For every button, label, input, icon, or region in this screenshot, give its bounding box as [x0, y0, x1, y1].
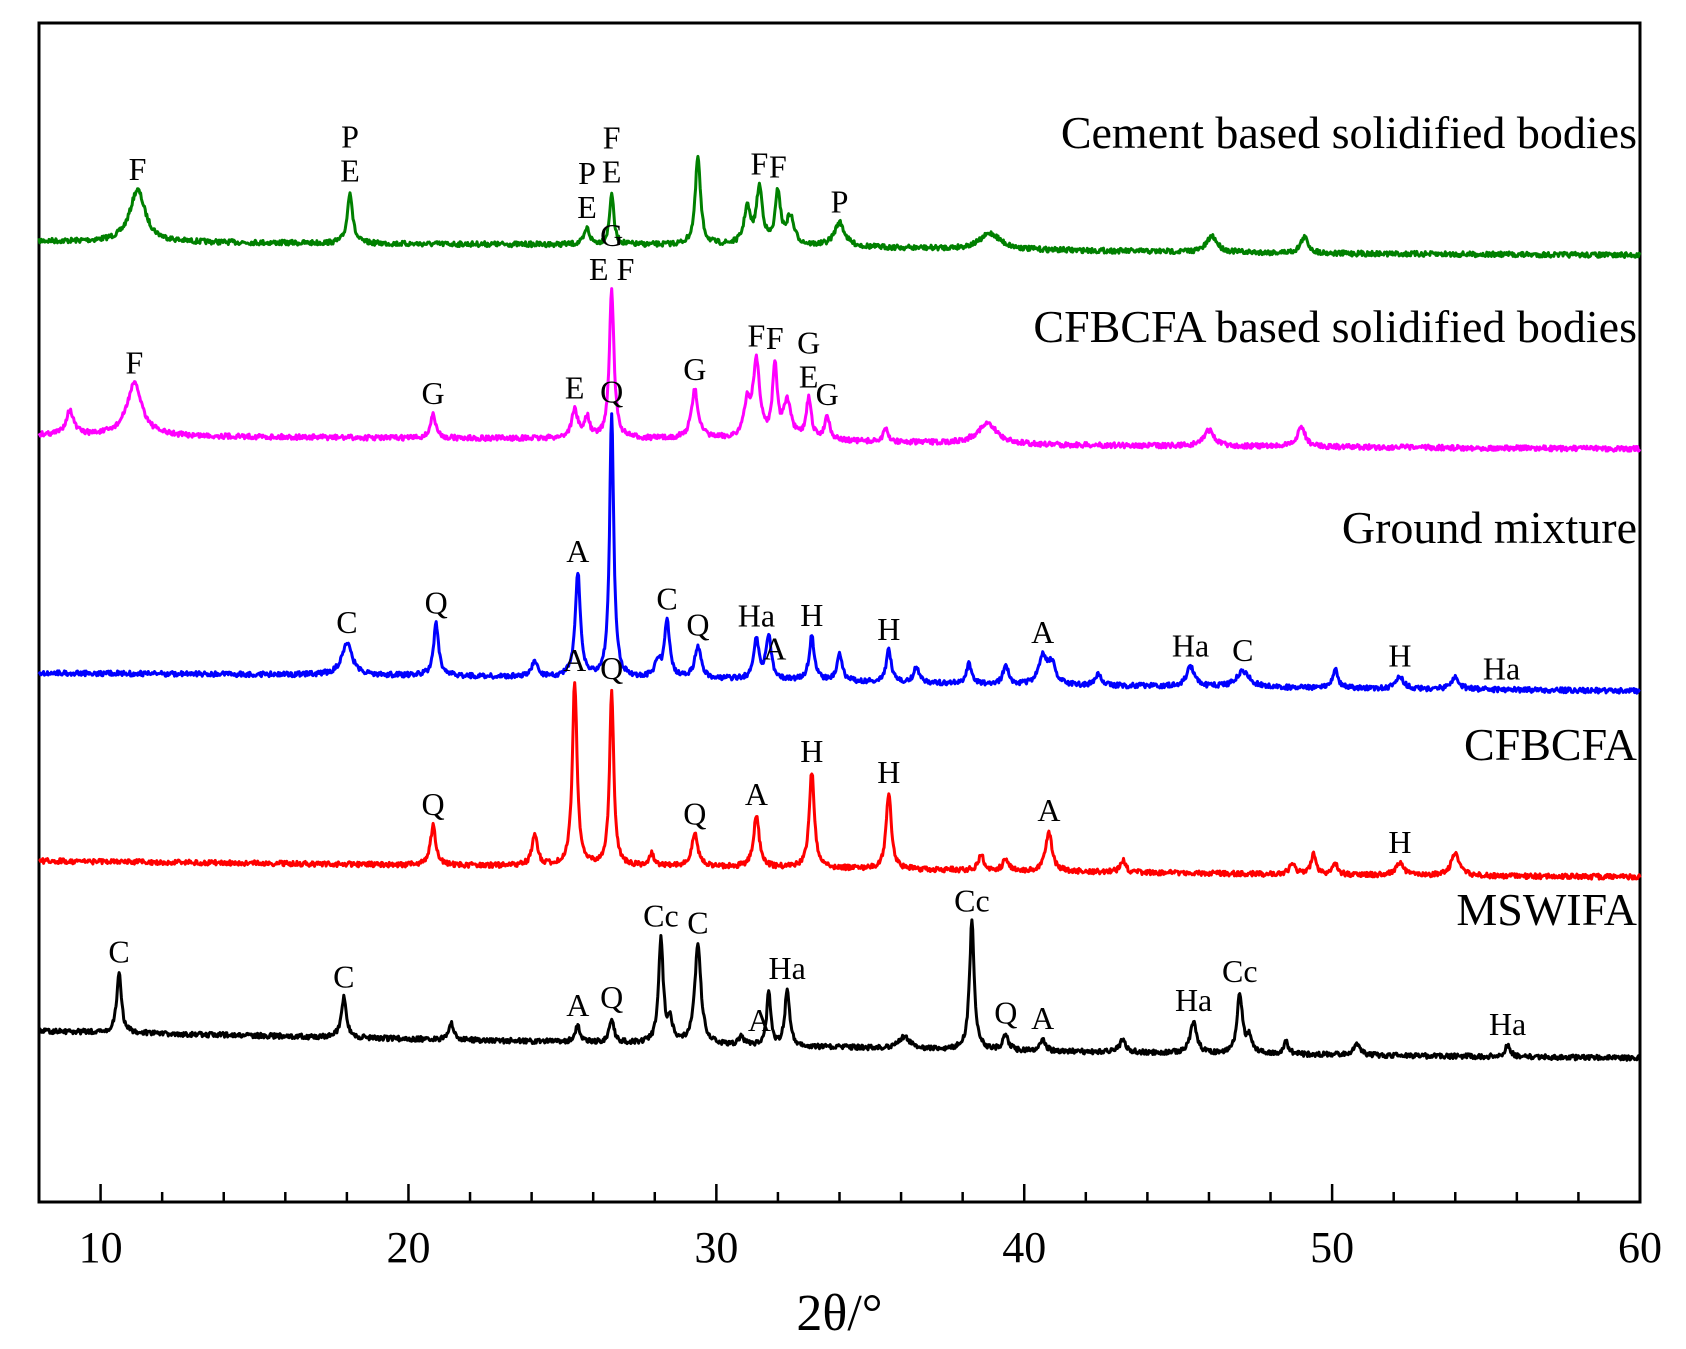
peak-label: E: [602, 153, 622, 189]
peak-label: C: [108, 934, 129, 970]
peak-label: H: [877, 611, 900, 647]
peak-label: H: [877, 754, 900, 790]
x-tick-label: 50: [1310, 1223, 1354, 1272]
peak-label: Q: [425, 585, 448, 621]
series-label: Ground mixture: [1342, 502, 1637, 553]
peak-label: F: [126, 345, 144, 381]
peak-label: E F: [589, 251, 634, 287]
peak-label: C: [687, 905, 708, 941]
peak-label: F: [603, 119, 621, 155]
xrd-curve-0: [37, 154, 1642, 259]
peak-label: Q: [600, 979, 623, 1015]
x-tick-label: 20: [386, 1223, 430, 1272]
peak-label: G: [422, 375, 445, 411]
xrd-curve-2: [37, 412, 1641, 695]
peak-label: H: [800, 733, 823, 769]
peak-label: Cc: [1222, 953, 1258, 989]
peak-label: P: [578, 155, 596, 191]
peak-label: Ha: [1172, 627, 1209, 663]
x-tick-label: 10: [79, 1223, 123, 1272]
peak-label: F: [748, 317, 766, 353]
peak-label: Q: [686, 607, 709, 643]
peak-label: F: [769, 149, 787, 185]
peak-label: A: [563, 642, 586, 678]
peak-label: Q: [994, 995, 1017, 1031]
peak-label: Ha: [1489, 1006, 1526, 1042]
series-label: CFBCFA: [1464, 719, 1637, 770]
x-axis-title: 2θ/°: [796, 1285, 882, 1342]
series-label: Cement based solidified bodies: [1061, 107, 1637, 158]
peak-label: Ha: [1483, 651, 1520, 687]
peak-label: A: [1037, 792, 1060, 828]
peak-label: C: [1232, 632, 1253, 668]
peak-label: H: [1388, 824, 1411, 860]
xrd-curve-1: [37, 287, 1642, 453]
x-tick-label: 40: [1002, 1223, 1046, 1272]
peak-label: A: [763, 631, 786, 667]
peak-label: G: [600, 217, 623, 253]
series-label: CFBCFA based solidified bodies: [1033, 301, 1637, 352]
peak-label: A: [566, 533, 589, 569]
peak-label: E: [340, 152, 360, 188]
peak-label: F: [751, 145, 769, 181]
peak-label: Q: [422, 786, 445, 822]
peak-label: C: [656, 581, 677, 617]
peak-label: A: [745, 776, 768, 812]
peak-label: E: [565, 369, 585, 405]
peak-label: Q: [600, 650, 623, 686]
peak-label: A: [748, 1002, 771, 1038]
peak-label: F: [766, 320, 784, 356]
xrd-curve-3: [38, 681, 1642, 881]
series-name-labels: Cement based solidified bodies CFBCFA bas…: [1033, 107, 1637, 935]
peak-label: A: [566, 987, 589, 1023]
peak-label: E: [577, 189, 597, 225]
peak-label: Ha: [1175, 982, 1212, 1018]
peak-label: C: [333, 959, 354, 995]
peak-label: Ha: [769, 950, 806, 986]
peak-label: A: [1031, 614, 1054, 650]
peak-label: P: [341, 118, 359, 154]
peak-label: G: [683, 351, 706, 387]
pattern-curves: [37, 154, 1642, 1062]
peak-label: Q: [683, 795, 706, 831]
x-tick-label: 60: [1618, 1223, 1662, 1272]
x-axis-ticks: 10 20 30 40 50 60: [37, 1184, 1662, 1272]
peak-label: Ha: [738, 598, 775, 634]
peak-label: Q: [600, 374, 623, 410]
xrd-curve-4: [37, 918, 1642, 1062]
series-label: MSWIFA: [1456, 884, 1637, 935]
peak-label: H: [1388, 638, 1411, 674]
peak-label: Cc: [954, 883, 990, 919]
peak-label: F: [129, 151, 147, 187]
peak-label: A: [1031, 1000, 1054, 1036]
x-tick-label: 30: [694, 1223, 738, 1272]
peak-label: G: [797, 324, 820, 360]
peak-label: P: [831, 183, 849, 219]
peak-label: Cc: [643, 898, 679, 934]
peak-label: E: [799, 358, 819, 394]
peak-label: H: [800, 597, 823, 633]
peak-label: G: [816, 376, 839, 412]
peak-label: C: [336, 604, 357, 640]
